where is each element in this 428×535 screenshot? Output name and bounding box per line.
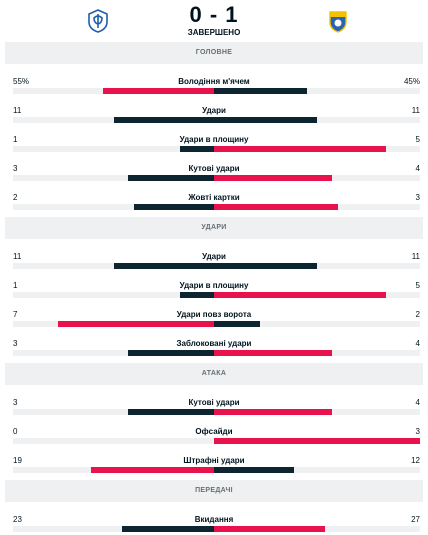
stat-bar-away [214,526,326,532]
stats-section: АТАКА 3 Кутові удари 4 0 Офсайди 3 19 Штрафні уд… [0,363,428,480]
stat-bar-away [214,321,260,327]
stat-away-value: 11 [411,252,420,261]
stat-away-value: 2 [415,310,420,319]
section-header[interactable]: АТАКА [5,363,423,385]
stats-section: ГОЛОВНЕ 55% Володіння м'ячем 45% 11 Удари 11 1 У… [0,42,428,217]
match-score: 0 - 1 [189,2,239,27]
stat-bar-away [214,88,307,94]
stat-bar-away [214,263,317,269]
stat-row: 11 Удари 11 [0,101,428,130]
stat-away-value: 4 [415,398,420,407]
stat-away-value: 12 [411,456,420,465]
stat-home-value: 7 [13,310,18,319]
stat-name: Офсайди [195,427,233,436]
stat-name: Кутові удари [188,164,240,173]
stat-home-value: 11 [13,106,22,115]
stat-away-value: 3 [415,193,420,202]
stat-home-value: 3 [13,339,18,348]
stat-row: 1 Удари в площину 5 [0,276,428,305]
stat-away-value: 45% [403,77,420,86]
section-header[interactable]: ГОЛОВНЕ [5,42,423,64]
stats-section: ПЕРЕДАЧІ 23 Вкидання 27 [0,480,428,535]
stat-name: Удари [202,252,226,261]
stat-name: Штрафні удари [183,456,245,465]
stat-away-value: 5 [415,135,420,144]
stat-row: 11 Удари 11 [0,247,428,276]
stat-home-value: 1 [13,281,18,290]
stat-bar-away [214,438,420,444]
stat-bar-home [180,146,214,152]
section-spacer [0,385,428,393]
stat-home-value: 3 [13,398,18,407]
stat-bar-home [57,321,214,327]
stat-home-value: 1 [13,135,18,144]
stat-bar-away [214,175,332,181]
stat-name: Удари в площину [179,281,249,290]
away-team-crest-icon[interactable] [327,9,349,33]
stat-bar-home [113,263,214,269]
stat-home-value: 19 [13,456,22,465]
stat-row: 23 Вкидання 27 [0,510,428,535]
stat-home-value: 11 [13,252,22,261]
stat-away-value: 3 [415,427,420,436]
stat-name: Володіння м'ячем [178,77,250,86]
stat-home-value: 55% [13,77,30,86]
section-header[interactable]: ПЕРЕДАЧІ [5,480,423,502]
stat-bar-home [127,175,214,181]
stat-away-value: 4 [415,164,420,173]
stat-bar-home [133,204,214,210]
stat-name: Жовті картки [188,193,240,202]
stat-bar-away [214,467,294,473]
stat-row: 0 Офсайди 3 [0,422,428,451]
stat-row: 1 Удари в площину 5 [0,130,428,159]
stat-row: 3 Кутові удари 4 [0,159,428,188]
match-status: ЗАВЕРШЕНО [187,28,241,37]
dynamo-kyiv-crest-icon[interactable] [87,9,109,33]
stat-row: 3 Кутові удари 4 [0,393,428,422]
stat-bar-away [214,117,317,123]
stat-bar-away [214,292,386,298]
stat-row: 55% Володіння м'ячем 45% [0,72,428,101]
stat-name: Удари в площину [179,135,249,144]
section-spacer [0,502,428,510]
stat-away-value: 5 [415,281,420,290]
stat-name: Удари [202,106,226,115]
match-header: 0 - 1 ЗАВЕРШЕНО [0,0,428,42]
stat-name: Удари повз ворота [176,310,252,319]
stat-home-value: 3 [13,164,18,173]
stat-home-value: 0 [13,427,18,436]
stat-name: Кутові удари [188,398,240,407]
stat-home-value: 2 [13,193,18,202]
stat-bar-away [214,409,332,415]
stat-bar-home [121,526,214,532]
stats-section: УДАРИ 11 Удари 11 1 Удари в площину 5 7 Удари по… [0,217,428,363]
stat-away-value: 4 [415,339,420,348]
stat-row: 3 Заблоковані удари 4 [0,334,428,363]
stat-bar-away [214,350,332,356]
stat-row: 7 Удари повз ворота 2 [0,305,428,334]
stat-row: 2 Жовті картки 3 [0,188,428,217]
stat-bar-home [180,292,214,298]
stat-bar-away [214,204,338,210]
stat-name: Заблоковані удари [176,339,252,348]
stat-name: Вкидання [194,515,234,524]
section-spacer [0,64,428,72]
stat-bar-home [103,88,214,94]
stats-container: ГОЛОВНЕ 55% Володіння м'ячем 45% 11 Удари 11 1 У… [0,42,428,535]
stat-bar-home [127,350,214,356]
stat-bar-home [113,117,214,123]
stat-bar-home [90,467,214,473]
section-spacer [0,239,428,247]
stat-bar-away [214,146,386,152]
section-header[interactable]: УДАРИ [5,217,423,239]
stat-row: 19 Штрафні удари 12 [0,451,428,480]
stat-away-value: 11 [411,106,420,115]
stat-away-value: 27 [411,515,420,524]
stat-home-value: 23 [13,515,22,524]
stat-bar-home [127,409,214,415]
